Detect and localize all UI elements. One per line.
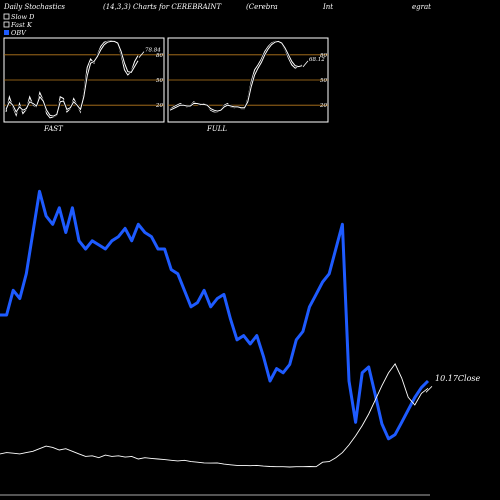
close-price-value: 10.17 — [435, 374, 459, 383]
fast-panel-caption: FAST — [43, 125, 64, 133]
company-name-part2: Int — [322, 3, 333, 11]
level-label-80: 80 — [156, 53, 163, 59]
fast-stochastic-panel: 80 50 20 78.84 — [4, 39, 164, 120]
legend-swatch-fast-k — [3, 21, 10, 28]
chart-params: (14,3,3) Charts for CEREBRAINT — [103, 3, 223, 11]
last-value-label: 78.84 — [145, 48, 161, 54]
slow-d-line — [169, 40, 303, 112]
company-name-part3: egrat — [412, 3, 431, 11]
last-value-pointer — [138, 51, 145, 58]
legend: Slow D Fast K OBV — [3, 13, 35, 37]
full-panel-caption: FULL — [206, 125, 227, 133]
legend-label-obv: OBV — [11, 29, 27, 37]
legend-label-fast-k: Fast K — [10, 21, 33, 29]
full-stochastic-panel: 80 50 20 68.12 — [168, 40, 328, 114]
level-label-20: 20 — [155, 103, 163, 109]
last-value-label: 68.12 — [309, 57, 325, 63]
level-label-80: 80 — [320, 53, 327, 59]
volume-strip — [0, 494, 430, 496]
level-label-20: 20 — [319, 103, 327, 109]
legend-label-slow-d: Slow D — [11, 13, 35, 21]
obv-line — [0, 189, 430, 441]
price-label-pointer — [425, 386, 433, 393]
level-label-50: 50 — [320, 78, 327, 84]
obv-price-panel: 10.17Close — [0, 189, 481, 468]
price-line — [0, 363, 429, 468]
level-label-50: 50 — [156, 78, 163, 84]
slow-d-line — [5, 40, 139, 117]
company-name-part1: (Cerebra — [246, 3, 278, 11]
close-price-suffix: Close — [458, 374, 481, 383]
chart-title: Daily Stochastics — [3, 3, 65, 11]
legend-swatch-slow-d — [3, 13, 10, 20]
close-price-label: 10.17Close — [435, 374, 481, 383]
legend-swatch-obv — [4, 30, 9, 35]
last-value-pointer — [302, 60, 309, 68]
